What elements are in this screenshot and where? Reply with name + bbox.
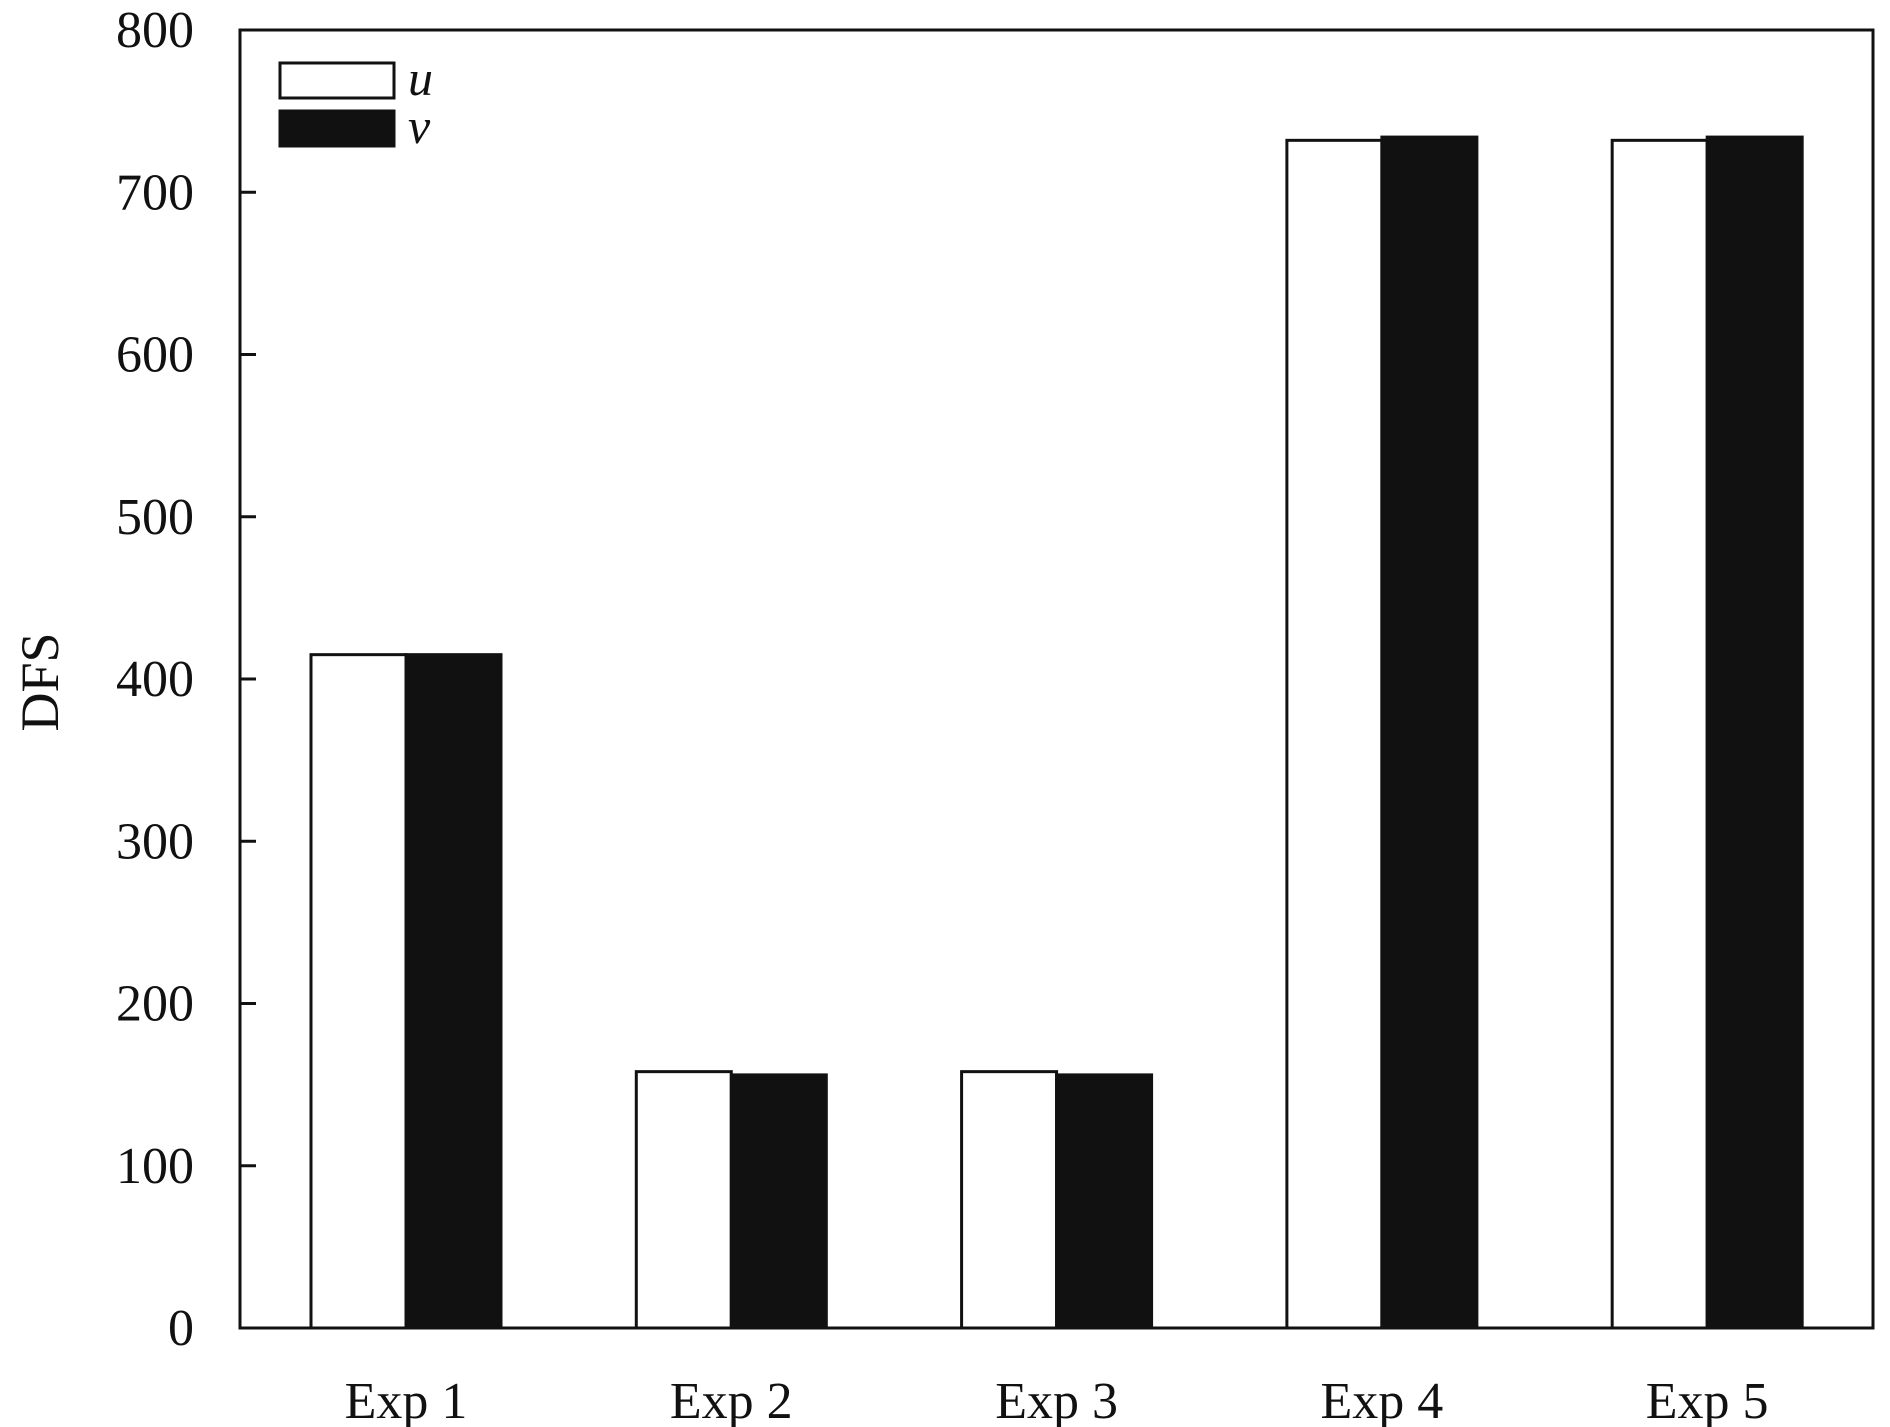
y-tick-label: 800 bbox=[116, 2, 194, 59]
bar-u-1 bbox=[309, 653, 408, 1330]
x-tick-label: Exp 4 bbox=[1320, 1373, 1443, 1427]
bar-v-4 bbox=[1380, 135, 1479, 1330]
y-axis: 0 100 200 300 400 500 600 700 800 bbox=[116, 2, 256, 1357]
bar-u-4 bbox=[1285, 138, 1384, 1330]
x-tick-label: Exp 2 bbox=[670, 1373, 793, 1427]
bar-u-2 bbox=[634, 1070, 733, 1330]
y-axis-title: DFS bbox=[10, 632, 70, 731]
y-tick-label: 500 bbox=[116, 489, 194, 546]
bar-u-3 bbox=[960, 1070, 1059, 1330]
y-tick-label: 600 bbox=[116, 327, 194, 384]
bar-v-1 bbox=[404, 653, 503, 1330]
bar-u-5 bbox=[1610, 138, 1709, 1330]
y-tick-label: 400 bbox=[116, 651, 194, 708]
x-axis: Exp 1 Exp 2 Exp 3 Exp 4 Exp 5 bbox=[345, 1373, 1769, 1427]
x-tick-label: Exp 1 bbox=[345, 1373, 468, 1427]
y-tick-label: 100 bbox=[116, 1138, 194, 1195]
bar-v-3 bbox=[1055, 1073, 1154, 1330]
legend-swatch-u bbox=[278, 61, 396, 100]
bar-v-5 bbox=[1705, 135, 1804, 1330]
y-tick-label: 700 bbox=[116, 164, 194, 221]
legend-label-u: u bbox=[408, 50, 433, 106]
x-tick-label: Exp 3 bbox=[995, 1373, 1118, 1427]
y-tick-label: 0 bbox=[168, 1300, 194, 1357]
bar-v-2 bbox=[729, 1073, 828, 1330]
y-tick-label: 300 bbox=[116, 813, 194, 870]
legend-swatch-v bbox=[278, 109, 396, 148]
bars bbox=[309, 135, 1804, 1330]
legend: uv bbox=[278, 50, 433, 154]
y-tick-label: 200 bbox=[116, 976, 194, 1033]
x-tick-label: Exp 5 bbox=[1646, 1373, 1769, 1427]
legend-label-v: v bbox=[408, 98, 431, 154]
